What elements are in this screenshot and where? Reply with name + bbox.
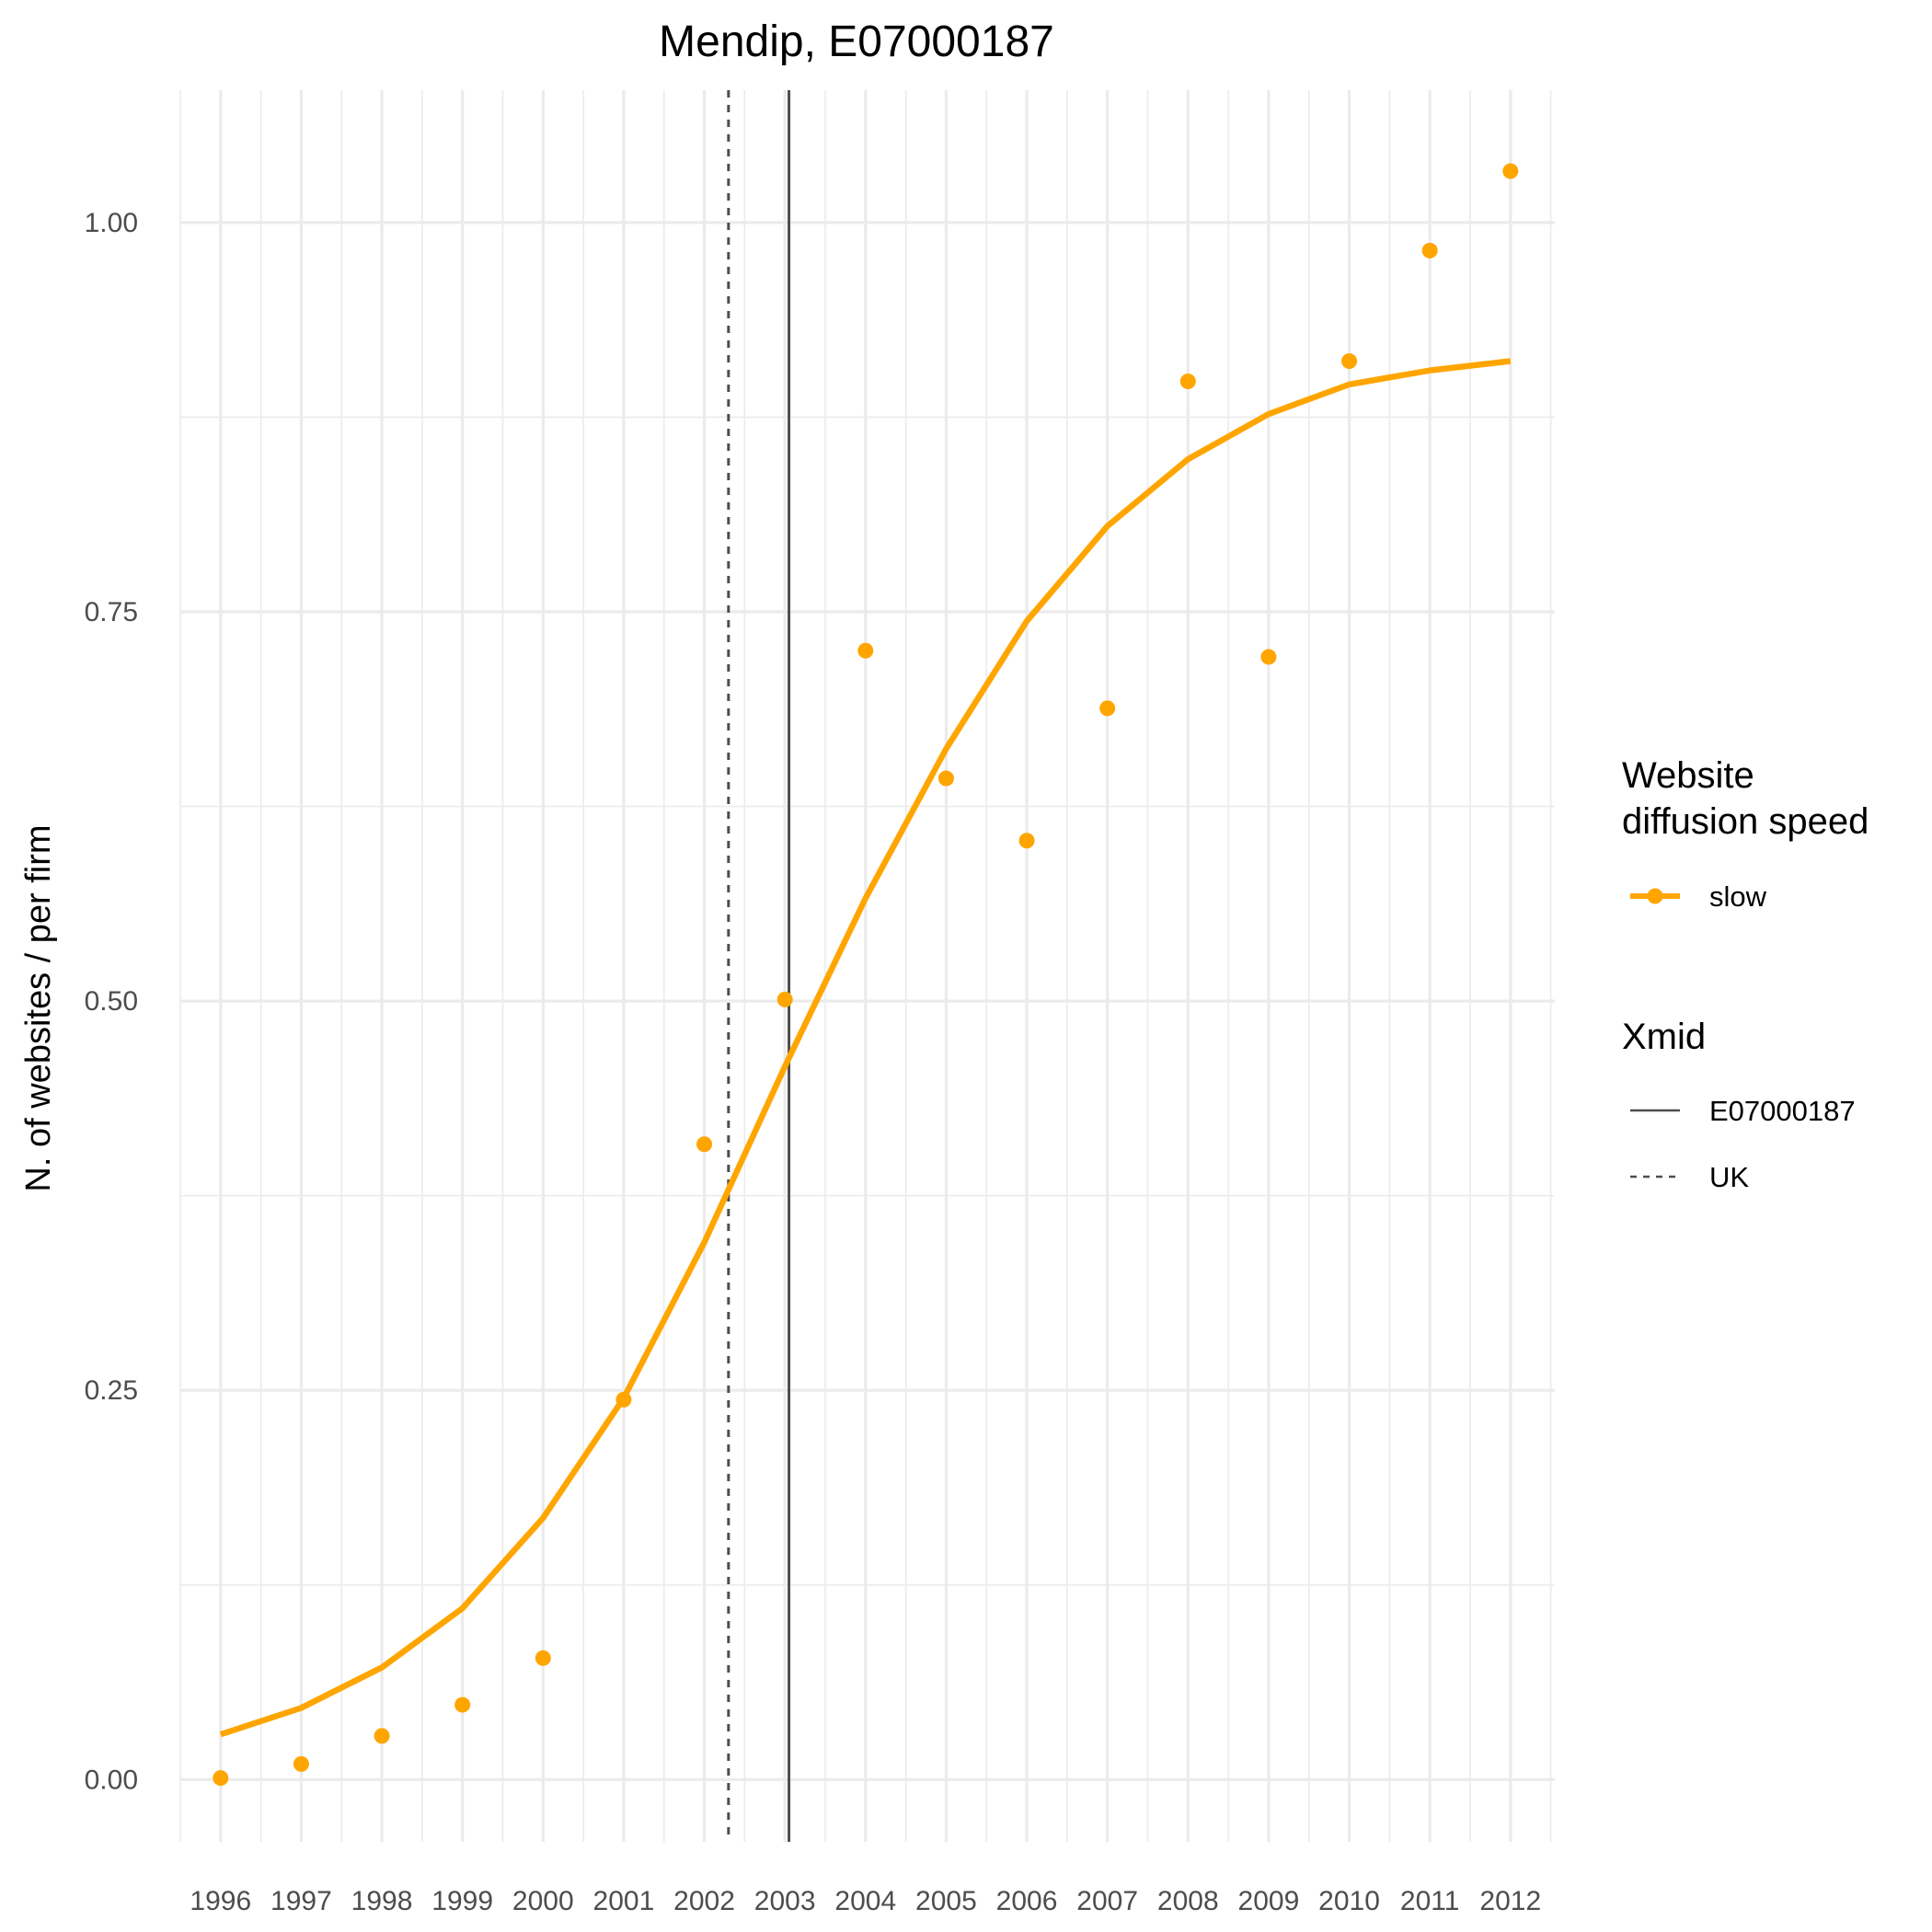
- x-tick-label: 2012: [1479, 1886, 1541, 1916]
- y-axis-ticks: 0.00 0.25 0.50 0.75 1.00: [85, 208, 138, 1795]
- x-tick-label: 2009: [1238, 1886, 1300, 1916]
- data-point: [776, 991, 793, 1007]
- fitted-line-slow: [219, 358, 1512, 1738]
- data-point: [1502, 163, 1519, 179]
- x-tick-label: 1999: [431, 1886, 493, 1916]
- legend-label-e07000187: E07000187: [1709, 1095, 1856, 1127]
- x-tick-label: 2007: [1076, 1886, 1138, 1916]
- x-tick-label: 2011: [1400, 1886, 1460, 1916]
- data-point: [1179, 373, 1196, 389]
- data-point: [857, 642, 874, 659]
- y-tick-label: 0.25: [85, 1375, 138, 1406]
- x-tick-label: 1996: [190, 1886, 251, 1916]
- x-tick-label: 2005: [915, 1886, 977, 1916]
- reference-lines: [727, 90, 791, 1842]
- legend-title-speed-line1: Website: [1622, 755, 1754, 796]
- y-axis-title: N. of websites / per firm: [19, 824, 58, 1191]
- legend: Website diffusion speed slow Xmid E07000…: [1622, 755, 1869, 1193]
- data-point: [1421, 242, 1438, 259]
- x-tick-label: 1998: [351, 1886, 413, 1916]
- x-tick-label: 2004: [834, 1886, 896, 1916]
- data-point: [374, 1728, 390, 1744]
- data-point: [1099, 700, 1116, 717]
- x-axis-ticks: 1996 1997 1998 1999 2000 2001 2002 2003 2004 2005…: [190, 1886, 1541, 1916]
- data-point: [615, 1391, 632, 1408]
- chart-title: Mendip, E07000187: [659, 17, 1054, 66]
- x-tick-label: 2002: [673, 1886, 735, 1916]
- x-tick-label: 2008: [1157, 1886, 1219, 1916]
- x-tick-label: 1997: [270, 1886, 332, 1916]
- grid-lines: [179, 90, 1555, 1842]
- data-point: [937, 770, 954, 787]
- legend-key-slow-point: [1647, 888, 1663, 904]
- legend-label-uk: UK: [1709, 1161, 1749, 1193]
- data-point: [535, 1650, 551, 1666]
- data-point: [1341, 352, 1358, 369]
- y-tick-label: 1.00: [85, 208, 138, 238]
- legend-title-xmid: Xmid: [1622, 1017, 1706, 1057]
- x-tick-label: 2010: [1318, 1886, 1380, 1916]
- data-point: [1260, 649, 1277, 665]
- data-point: [1018, 833, 1035, 849]
- y-tick-label: 0.75: [85, 597, 138, 627]
- y-tick-label: 0.50: [85, 986, 138, 1017]
- x-tick-label: 2000: [512, 1886, 574, 1916]
- data-point: [454, 1696, 471, 1713]
- series-slow: [213, 163, 1519, 1787]
- data-point: [696, 1136, 713, 1153]
- y-tick-label: 0.00: [85, 1765, 138, 1795]
- data-point: [213, 1770, 229, 1787]
- data-point: [293, 1755, 309, 1772]
- x-tick-label: 2001: [593, 1886, 655, 1916]
- legend-title-speed-line2: diffusion speed: [1622, 801, 1869, 842]
- legend-label-slow: slow: [1709, 880, 1767, 913]
- x-tick-label: 2003: [754, 1886, 816, 1916]
- x-tick-label: 2006: [996, 1886, 1058, 1916]
